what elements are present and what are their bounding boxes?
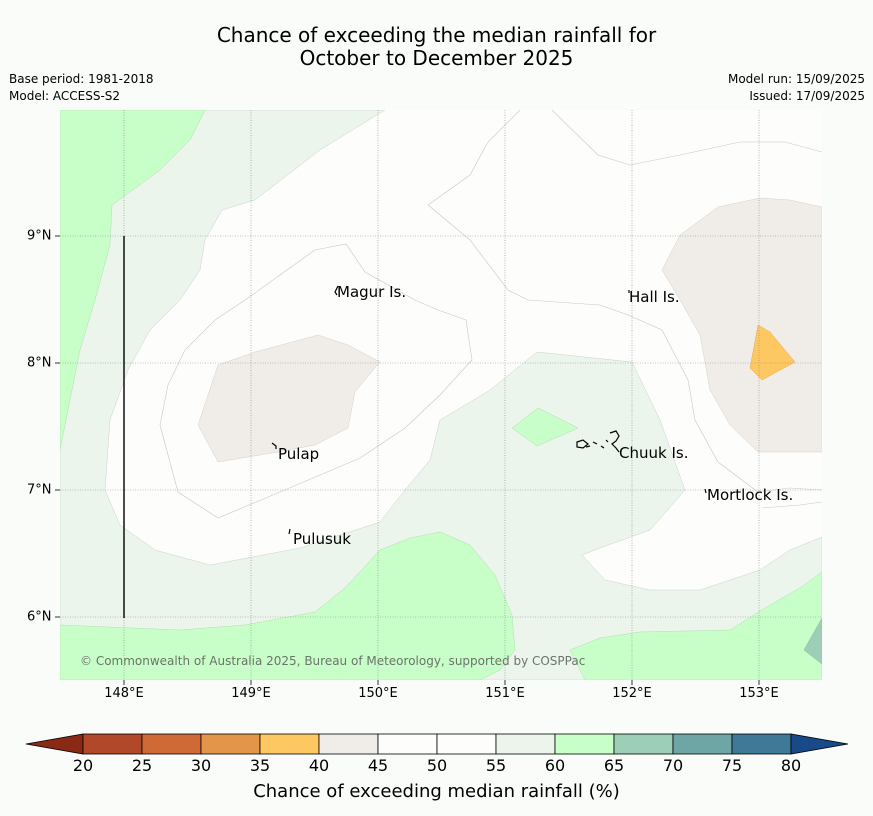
place-label-mortlock: Mortlock Is. xyxy=(707,486,794,504)
colorbar-tick-label: 50 xyxy=(426,756,448,775)
lat-tick-label: 8°N xyxy=(27,355,52,371)
colorbar-swatch-35_40 xyxy=(259,733,320,755)
island-magur xyxy=(334,285,339,296)
islands xyxy=(271,285,707,535)
colorbar-extend-high xyxy=(790,733,849,755)
island-chuuk xyxy=(576,430,620,453)
region-40-45-east xyxy=(661,197,822,453)
contour-line-west xyxy=(159,243,473,519)
colorbar-tick-label: 65 xyxy=(603,756,625,775)
island-pulap xyxy=(271,442,277,449)
place-label-magur: Magur Is. xyxy=(337,283,407,301)
contour-line-northeast xyxy=(551,110,822,166)
colorbar-swatch-30_35 xyxy=(200,733,261,755)
base-period: Base period: 1981-2018 xyxy=(9,72,154,86)
model-info: Base period: 1981-2018 Model: ACCESS-S2 xyxy=(9,71,154,105)
colorbar-swatch-70_75 xyxy=(672,733,733,755)
colorbar-swatch-25_30 xyxy=(141,733,202,755)
colorbar-extend-low xyxy=(25,733,84,755)
place-label-pulap: Pulap xyxy=(278,445,320,463)
colorbar-swatch-50_55 xyxy=(436,733,497,755)
lon-tick-label: 152°E xyxy=(612,686,652,701)
colorbar-swatch-40_45 xyxy=(318,733,379,755)
colorbar-tick-label: 35 xyxy=(249,756,271,775)
tick-marks xyxy=(55,235,760,685)
region-60-65-south xyxy=(60,531,516,680)
chart-title-line2: October to December 2025 xyxy=(299,46,574,70)
place-label-chuuk: Chuuk Is. xyxy=(619,444,689,462)
gridlines xyxy=(60,110,822,680)
colorbar-swatch-20_25 xyxy=(82,733,143,755)
colorbar-tick-label: 25 xyxy=(131,756,153,775)
island-mortlock xyxy=(704,488,707,494)
region-40-45-west xyxy=(197,334,381,463)
colorbar-swatch-60_65 xyxy=(554,733,615,755)
colorbar-swatch-65_70 xyxy=(613,733,674,755)
chart-title-line1: Chance of exceeding the median rainfall … xyxy=(216,23,657,47)
colorbar-tick-label: 40 xyxy=(308,756,330,775)
lat-tick-label: 7°N xyxy=(27,482,52,498)
region-35-40-east xyxy=(749,324,796,381)
contour-line-north xyxy=(427,110,822,493)
model-run: Model run: 15/09/2025 xyxy=(727,72,865,86)
colorbar-tick-label: 80 xyxy=(780,756,802,775)
colorbar xyxy=(25,733,849,755)
colorbar-tick-label: 60 xyxy=(544,756,566,775)
lat-tick-label: 6°N xyxy=(27,609,52,625)
copyright-notice: © Commonwealth of Australia 2025, Bureau… xyxy=(80,654,586,668)
colorbar-label: Chance of exceeding median rainfall (%) xyxy=(253,781,620,802)
lon-tick-label: 148°E xyxy=(104,686,144,701)
region-65-70 xyxy=(803,617,822,665)
region-60-65-west xyxy=(60,110,206,451)
island-pulusuk xyxy=(288,528,291,535)
colorbar-swatch-55_60 xyxy=(495,733,556,755)
lon-tick-label: 150°E xyxy=(358,686,398,701)
place-label-hall: Hall Is. xyxy=(629,288,680,306)
colorbar-tick-label: 70 xyxy=(662,756,684,775)
lon-tick-label: 151°E xyxy=(485,686,525,701)
lon-tick-label: 149°E xyxy=(231,686,271,701)
colorbar-tick-label: 20 xyxy=(72,756,94,775)
run-info: Model run: 15/09/2025 Issued: 17/09/2025 xyxy=(728,71,865,105)
lon-tick-label: 153°E xyxy=(739,686,779,701)
model-name: Model: ACCESS-S2 xyxy=(9,89,121,103)
colorbar-tick-label: 75 xyxy=(721,756,743,775)
region-60-65-center xyxy=(511,407,579,447)
issued-date: Issued: 17/09/2025 xyxy=(749,89,865,103)
colorbar-swatch-75_80 xyxy=(731,733,792,755)
contour-line-southeast xyxy=(761,501,822,509)
place-label-pulusuk: Pulusuk xyxy=(293,530,351,548)
colorbar-tick-label: 45 xyxy=(367,756,389,775)
lat-tick-label: 9°N xyxy=(27,228,52,244)
probability-contours xyxy=(60,110,822,680)
colorbar-swatch-45_50 xyxy=(377,733,438,755)
colorbar-tick-label: 30 xyxy=(190,756,212,775)
colorbar-tick-label: 55 xyxy=(485,756,507,775)
